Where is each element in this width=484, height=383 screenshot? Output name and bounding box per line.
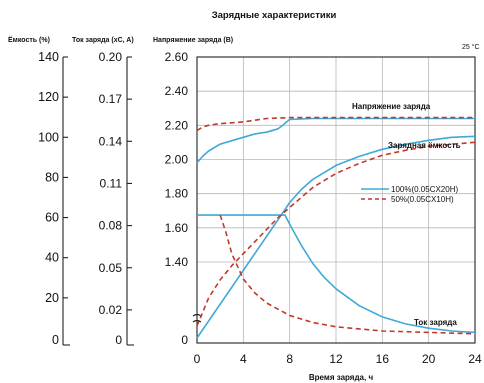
tick-labels: 1401201008060402000.200.170.140.110.080.… [38,50,482,366]
current-tick-label: 0.08 [99,219,123,233]
x-tick-label: 12 [329,352,343,366]
current-tick-label: 0.05 [99,261,123,275]
voltage-tick-label: 1.80 [165,187,189,201]
series-voltage-100 [196,117,475,164]
voltage-axis-label: Напряжение заряда (В) [153,37,233,44]
capacity-curve-annotation: Зарядная ёмкость [388,141,461,150]
voltage-tick-label: 2.20 [165,118,189,132]
series-capacity-50 [196,141,476,327]
x-tick-label: 8 [286,352,293,366]
voltage-tick-label: 2.40 [165,84,189,98]
current-tick-label: 0.11 [100,176,123,190]
x-tick-label: 16 [376,352,390,366]
legend: 100%(0.05CX20H) 50%(0.05CX10H) [361,185,458,204]
series-current-100 [197,214,476,334]
current-tick-label: 0.14 [99,134,123,148]
voltage-tick-label: 1.40 [165,255,189,269]
temperature-label: 25 °C [462,43,480,51]
x-tick-label: 20 [422,352,436,366]
current-axis-label: Ток заряда (xC, A) [72,37,134,44]
series-capacity-100 [196,135,476,339]
series-voltage-50 [196,116,475,132]
plot-frame [196,56,476,344]
x-tick-label: 0 [194,352,201,366]
series-lines [196,116,476,339]
voltage-tick-label: 2.00 [165,153,189,167]
legend-label-100: 100%(0.05CX20H) [391,185,458,194]
capacity-tick-label: 140 [38,50,59,64]
series-current-50 [219,214,476,335]
grid [197,56,475,343]
current-tick-label: 0.17 [99,92,123,106]
capacity-tick-label: 100 [38,130,59,144]
capacity-tick-label: 40 [45,251,59,265]
capacity-tick-label: 20 [45,291,59,305]
voltage-axis-break [192,313,202,323]
legend-label-50: 50%(0.05CX10H) [391,195,454,204]
capacity-tick-label: 80 [45,170,59,184]
capacity-tick-label: 0 [52,333,59,347]
x-tick-label: 4 [240,352,247,366]
current-curve-annotation: Ток заряда [414,318,457,327]
voltage-tick-label: 1.60 [165,221,189,235]
axes [62,56,476,346]
x-axis-label: Время заряда, ч [309,373,374,382]
current-tick-label: 0.02 [99,303,123,317]
capacity-tick-label: 120 [38,90,59,104]
current-tick-label: 0.20 [99,50,123,64]
voltage-tick-label: 2.60 [165,50,189,64]
capacity-tick-label: 60 [45,211,59,225]
x-tick-label: 24 [468,352,482,366]
voltage-tick-label: 0 [181,333,188,347]
voltage-curve-annotation: Напряжение заряда [352,102,431,111]
capacity-axis-label: Ёмкость (%) [8,36,50,44]
chart-title: Зарядные характеристики [212,10,337,21]
current-tick-label: 0 [115,333,122,347]
